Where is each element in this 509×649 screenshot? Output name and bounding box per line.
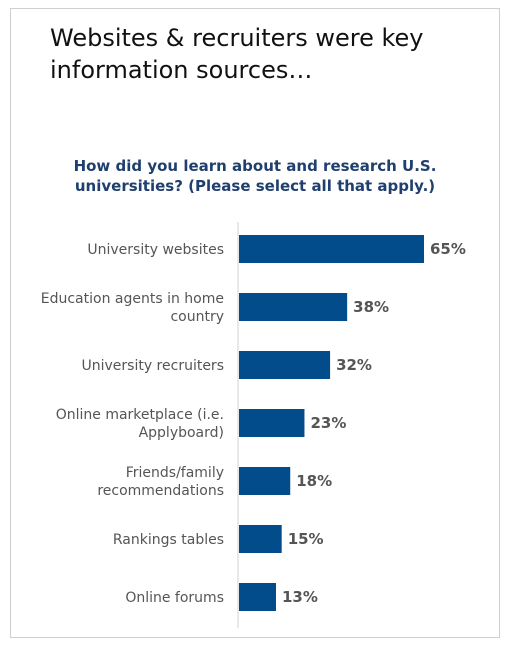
value-label: 15%: [288, 530, 324, 548]
category-label: University recruiters: [81, 358, 224, 374]
value-label: 13%: [282, 588, 318, 606]
bar: [239, 525, 282, 553]
chart-title: How did you learn about and research U.S…: [73, 157, 437, 195]
category-label: country: [170, 309, 224, 325]
category-label: Online forums: [125, 590, 224, 606]
category-label: Rankings tables: [113, 532, 224, 548]
bar: [239, 583, 276, 611]
category-label: Friends/family: [126, 465, 224, 481]
headline: Websites & recruiters were key informati…: [50, 24, 424, 84]
value-label: 65%: [430, 240, 466, 258]
category-label: Applyboard): [139, 425, 224, 441]
bar: [239, 467, 291, 495]
bar: [239, 235, 424, 263]
bar: [239, 409, 305, 437]
value-label: 32%: [336, 356, 372, 374]
value-label: 38%: [353, 298, 389, 316]
bar: [239, 351, 331, 379]
value-label: 23%: [310, 414, 346, 432]
value-label: 18%: [296, 472, 332, 490]
category-label: University websites: [87, 242, 224, 258]
category-label: Online marketplace (i.e.: [56, 407, 224, 423]
category-label: recommendations: [97, 483, 224, 499]
category-label: Education agents in home: [41, 291, 224, 307]
bar: [239, 293, 348, 321]
